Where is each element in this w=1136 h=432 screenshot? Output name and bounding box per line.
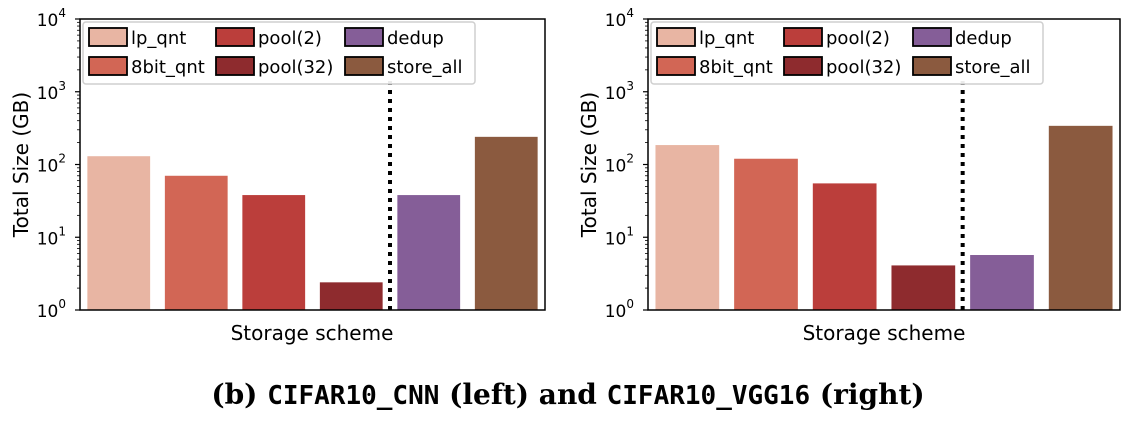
legend-label-pool(2): pool(2) xyxy=(826,28,890,49)
y-tick-base: 10 xyxy=(37,11,59,31)
legend-swatch-store_all xyxy=(912,56,952,76)
caption-right-name: CIFAR10_VGG16 xyxy=(606,381,811,411)
legend-swatch-pool(32) xyxy=(783,56,823,76)
y-tick-label: 103 xyxy=(37,79,66,104)
legend-label-pool(32): pool(32) xyxy=(258,57,333,78)
legend-swatch-pool(32) xyxy=(215,56,255,76)
y-tick-label: 100 xyxy=(37,297,66,322)
x-axis-label: Storage scheme xyxy=(231,321,394,345)
legend-label-store_all: store_all xyxy=(387,57,463,78)
figure-caption: (b) CIFAR10_CNN (left) and CIFAR10_VGG16… xyxy=(0,378,1136,411)
legend-label-pool(2): pool(2) xyxy=(258,28,322,49)
bar-8bit_qnt xyxy=(734,158,798,310)
y-tick-exponent: 0 xyxy=(58,297,66,311)
y-tick-base: 10 xyxy=(605,302,627,322)
legend-label-lp_qnt: lp_qnt xyxy=(699,28,754,49)
legend-label-store_all: store_all xyxy=(955,57,1031,78)
legend-swatch-store_all xyxy=(344,56,384,76)
y-tick-label: 101 xyxy=(37,224,66,249)
y-tick-exponent: 1 xyxy=(58,224,66,238)
caption-left-name: CIFAR10_CNN xyxy=(267,381,440,411)
y-tick-base: 10 xyxy=(37,157,59,177)
bar-pool(2) xyxy=(242,195,306,310)
legend-label-dedup: dedup xyxy=(955,28,1012,49)
legend-label-8bit_qnt: 8bit_qnt xyxy=(699,57,773,78)
y-tick-base: 10 xyxy=(605,84,627,104)
bar-lp_qnt xyxy=(87,156,151,310)
y-tick-base: 10 xyxy=(37,302,59,322)
legend-label-dedup: dedup xyxy=(387,28,444,49)
bar-8bit_qnt xyxy=(164,175,228,310)
legend-swatch-lp_qnt xyxy=(88,27,128,47)
bar-pool(2) xyxy=(812,183,877,310)
y-tick-exponent: 4 xyxy=(626,6,634,20)
legend-swatch-dedup xyxy=(344,27,384,47)
legend-swatch-dedup xyxy=(912,27,952,47)
y-axis-label: Total Size (GB) xyxy=(9,92,33,238)
bar-store_all xyxy=(474,136,538,310)
y-tick-label: 103 xyxy=(605,79,634,104)
bar-pool(32) xyxy=(319,282,383,310)
y-tick-base: 10 xyxy=(37,229,59,249)
y-tick-exponent: 2 xyxy=(58,152,66,166)
y-tick-label: 104 xyxy=(37,6,66,31)
y-tick-exponent: 3 xyxy=(626,79,634,93)
y-tick-label: 102 xyxy=(37,152,66,177)
legend: lp_qnt 8bit_qnt pool(2) pool(32) dedup store_… xyxy=(82,21,476,85)
legend-swatch-8bit_qnt xyxy=(88,56,128,76)
bar-dedup xyxy=(397,195,461,310)
legend-label-pool(32): pool(32) xyxy=(826,57,901,78)
y-tick-exponent: 4 xyxy=(58,6,66,20)
y-tick-base: 10 xyxy=(37,84,59,104)
y-tick-base: 10 xyxy=(605,229,627,249)
bar-dedup xyxy=(970,255,1034,310)
legend-label-8bit_qnt: 8bit_qnt xyxy=(131,57,205,78)
y-tick-exponent: 3 xyxy=(58,79,66,93)
y-tick-label: 100 xyxy=(605,297,634,322)
y-tick-label: 104 xyxy=(605,6,634,31)
caption-suffix: (right) xyxy=(810,378,925,411)
y-tick-exponent: 0 xyxy=(626,297,634,311)
bar-lp_qnt xyxy=(655,145,720,310)
caption-middle: (left) and xyxy=(439,378,607,411)
legend-swatch-8bit_qnt xyxy=(656,56,696,76)
y-tick-exponent: 1 xyxy=(626,224,634,238)
y-tick-exponent: 2 xyxy=(626,152,634,166)
legend: lp_qnt 8bit_qnt pool(2) pool(32) dedup store_… xyxy=(650,21,1044,85)
x-axis-label: Storage scheme xyxy=(803,321,966,345)
y-axis-label: Total Size (GB) xyxy=(577,92,601,238)
legend-swatch-pool(2) xyxy=(783,27,823,47)
y-tick-label: 101 xyxy=(605,224,634,249)
legend-swatch-pool(2) xyxy=(215,27,255,47)
legend-swatch-lp_qnt xyxy=(656,27,696,47)
bar-store_all xyxy=(1048,125,1113,311)
legend-label-lp_qnt: lp_qnt xyxy=(131,28,186,49)
caption-prefix: (b) xyxy=(211,378,268,411)
y-tick-base: 10 xyxy=(605,157,627,177)
bar-pool(32) xyxy=(891,265,956,310)
y-tick-label: 102 xyxy=(605,152,634,177)
y-tick-base: 10 xyxy=(605,11,627,31)
